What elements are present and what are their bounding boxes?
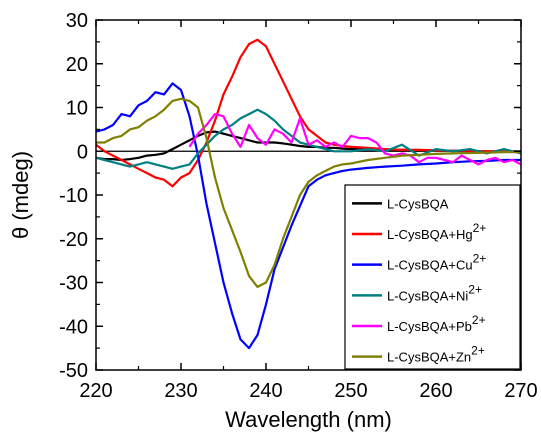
legend-box <box>344 184 521 370</box>
legend-label-5: L-CysBQA+Zn2+ <box>387 344 485 365</box>
y-tick-label: -50 <box>59 360 88 382</box>
x-tick-label: 260 <box>419 380 452 402</box>
y-tick-label: -40 <box>59 316 88 338</box>
legend-label-0: L-CysBQA <box>387 196 449 211</box>
legend-label-superscript: 2+ <box>472 313 486 327</box>
legend: L-CysBQA L-CysBQA+Hg2+ L-CysBQA+Cu2+ L-CysB… <box>344 184 521 370</box>
series-line-5 <box>96 97 521 288</box>
x-tick-label: 270 <box>504 380 537 402</box>
y-axis-title: θ (mdeg) <box>8 151 33 239</box>
y-tick-label: 30 <box>66 10 88 32</box>
y-tick-label: 0 <box>77 141 88 163</box>
legend-label-2: L-CysBQA+Cu2+ <box>387 252 486 273</box>
y-tick-label: -20 <box>59 229 88 251</box>
series-line-1 <box>96 38 521 188</box>
y-tick-label: 20 <box>66 54 88 76</box>
legend-label-superscript: 2+ <box>473 221 487 235</box>
series-line-2 <box>96 82 521 350</box>
x-tick-label: 230 <box>164 380 197 402</box>
series-line-3 <box>96 108 521 170</box>
series-line-4 <box>188 112 521 166</box>
x-tick-label: 220 <box>79 380 112 402</box>
legend-label-3: L-CysBQA+Ni2+ <box>387 282 482 303</box>
legend-label-superscript: 2+ <box>473 252 487 266</box>
y-tick-label: 10 <box>66 98 88 120</box>
ticks-layer: 220 230 240 250 260 270 -50 -40 -30 -20 -10 0 10 20 30 <box>59 10 538 402</box>
x-tick-label: 250 <box>334 380 367 402</box>
y-tick-label: -30 <box>59 273 88 295</box>
legend-label-4: L-CysBQA+Pb2+ <box>387 313 486 334</box>
x-tick-label: 240 <box>249 380 282 402</box>
legend-label-1: L-CysBQA+Hg2+ <box>387 221 486 242</box>
y-tick-label: -10 <box>59 185 88 207</box>
legend-label-superscript: 2+ <box>468 282 482 296</box>
series-layer <box>96 38 521 350</box>
legend-label-superscript: 2+ <box>471 344 485 358</box>
x-axis-title: Wavelength (nm) <box>225 407 392 432</box>
